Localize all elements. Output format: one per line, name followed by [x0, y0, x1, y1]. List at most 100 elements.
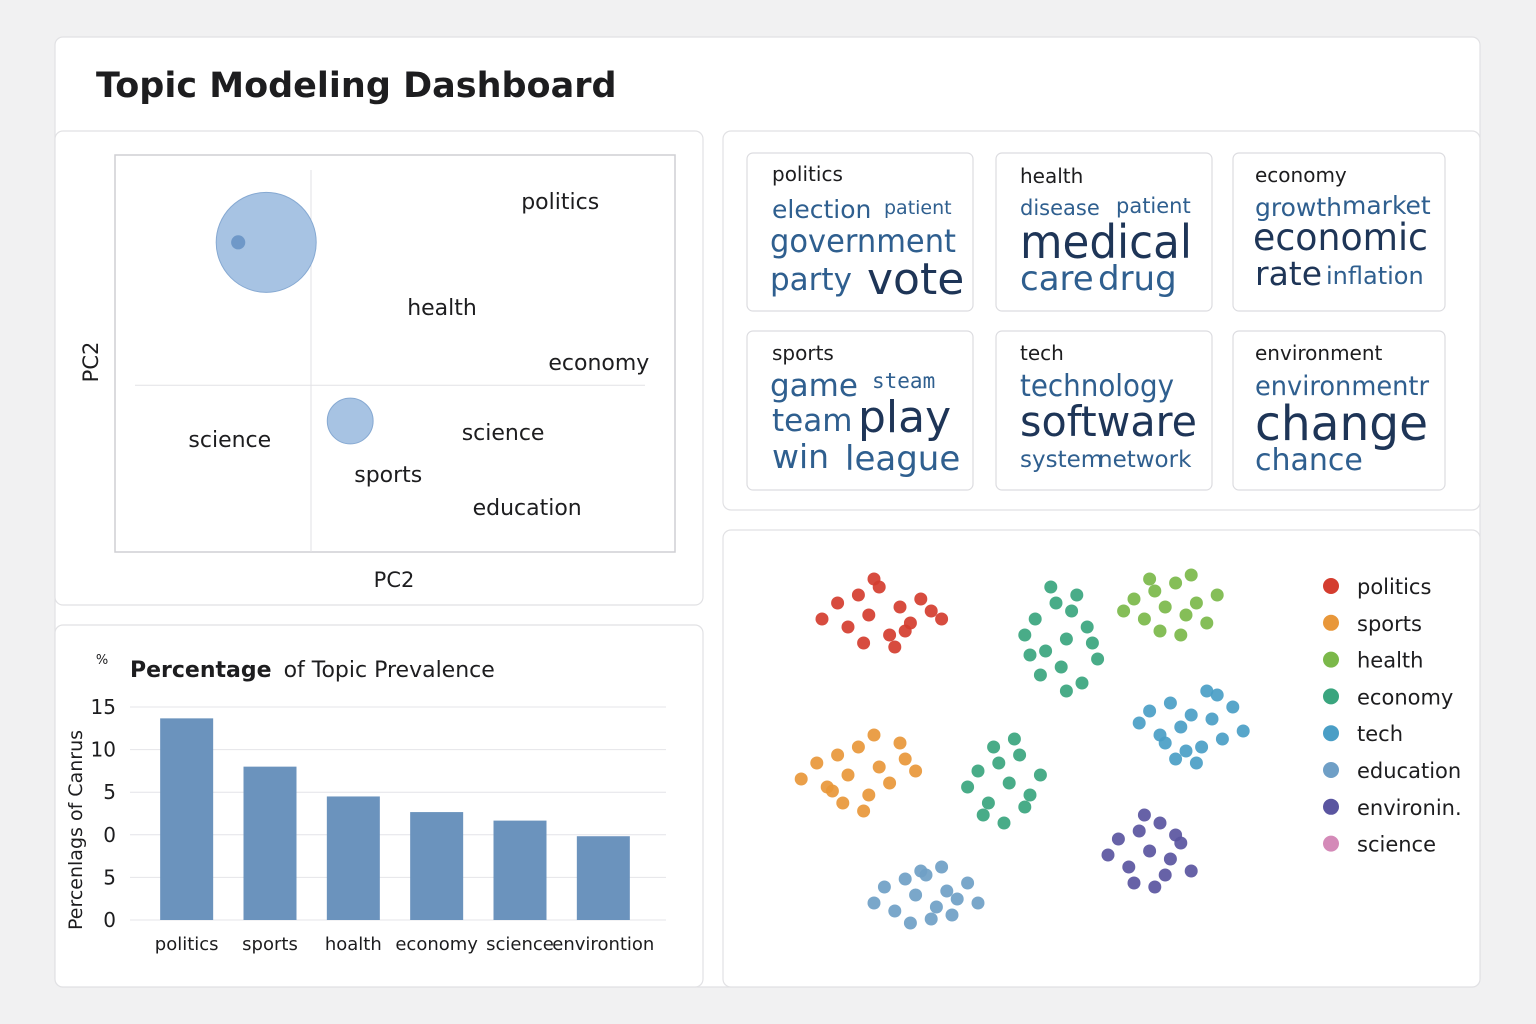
point: [1033, 768, 1047, 782]
point: [1059, 632, 1073, 646]
legend-swatch: [1323, 651, 1339, 668]
point: [1158, 868, 1172, 882]
word: growth: [1255, 193, 1342, 222]
legend-label: science: [1357, 833, 1436, 857]
point: [1049, 596, 1063, 610]
point: [831, 748, 845, 762]
point: [1143, 572, 1157, 586]
point: [976, 808, 990, 822]
point: [1127, 592, 1141, 606]
wordcloud-title: tech: [1020, 341, 1064, 365]
topic-label: economy: [548, 351, 649, 376]
point: [1148, 584, 1162, 598]
legend-label: politics: [1357, 575, 1431, 599]
point: [1215, 732, 1229, 746]
point: [1033, 668, 1047, 682]
x-tick-label: economy: [395, 934, 478, 955]
wordcloud-card: [746, 330, 974, 491]
point: [971, 896, 985, 910]
word: steam: [872, 369, 935, 393]
point: [851, 740, 865, 754]
wordcloud-title: health: [1020, 164, 1083, 188]
x-tick-label: sports: [242, 934, 298, 955]
word: disease: [1020, 196, 1100, 220]
bubble: [326, 397, 374, 445]
point: [1122, 860, 1136, 874]
point: [945, 908, 959, 922]
point: [1101, 848, 1115, 862]
point: [1189, 756, 1203, 770]
y-tick-label: 0: [103, 908, 116, 932]
point: [1018, 800, 1032, 814]
point: [1153, 624, 1167, 638]
point: [1023, 648, 1037, 662]
topic-label: science: [188, 428, 271, 453]
wordcloud: politics election patient government par…: [770, 162, 1431, 479]
point: [857, 804, 871, 818]
word: care: [1020, 259, 1094, 299]
point: [1007, 732, 1021, 746]
point: [987, 740, 1001, 754]
wordcloud-card: [1232, 152, 1446, 312]
point: [841, 768, 855, 782]
point: [1148, 880, 1162, 894]
word: party: [770, 262, 852, 298]
y-tick-label: 5: [103, 780, 116, 804]
legend-label: health: [1357, 649, 1423, 673]
bubble: [215, 191, 317, 293]
word: medical: [1020, 215, 1192, 269]
point: [1091, 652, 1105, 666]
point: [1132, 824, 1146, 838]
point: [929, 900, 943, 914]
wordcloud-card: [995, 330, 1213, 491]
point: [909, 888, 923, 902]
word: chance: [1255, 443, 1363, 478]
point: [1013, 748, 1027, 762]
point: [893, 600, 907, 614]
point: [1070, 588, 1084, 602]
point: [893, 736, 907, 750]
point: [1137, 612, 1151, 626]
point: [831, 596, 845, 610]
point: [1132, 716, 1146, 730]
point: [1143, 844, 1157, 858]
point: [914, 864, 928, 878]
chart-subtitle: of Topic Prevalence: [284, 658, 495, 683]
legend-swatch: [1323, 688, 1339, 705]
point: [1028, 612, 1042, 626]
y-axis-label: Percenlags of Canrus: [65, 730, 87, 930]
point: [898, 624, 912, 638]
legend-label: sports: [1357, 612, 1422, 636]
x-tick-label: politics: [155, 934, 219, 955]
point: [1153, 816, 1167, 830]
y-tick-label: 10: [91, 738, 116, 762]
word: economic: [1253, 216, 1428, 259]
point: [1044, 580, 1058, 594]
point: [1137, 808, 1151, 822]
point: [1169, 752, 1183, 766]
word: network: [1098, 447, 1192, 473]
x-axis-label: PC2: [374, 568, 415, 592]
point: [877, 880, 891, 894]
y-tick-label: 15: [91, 695, 116, 719]
bar: [410, 812, 464, 920]
point: [810, 756, 824, 770]
point: [961, 780, 975, 794]
point: [1143, 704, 1157, 718]
word: drug: [1098, 259, 1177, 299]
bar: [493, 820, 547, 920]
bubble: [231, 235, 246, 250]
point: [1163, 852, 1177, 866]
x-tick-label: science: [486, 934, 554, 955]
word: election: [772, 195, 871, 224]
point: [794, 772, 808, 786]
dashboard-title: Topic Modeling Dashboard: [96, 66, 617, 106]
point: [1210, 688, 1224, 702]
word: patient: [1116, 194, 1191, 218]
point: [1117, 604, 1131, 618]
point: [950, 892, 964, 906]
point: [815, 612, 829, 626]
word: rate: [1255, 254, 1322, 293]
x-tick-label: hoalth: [325, 934, 382, 955]
